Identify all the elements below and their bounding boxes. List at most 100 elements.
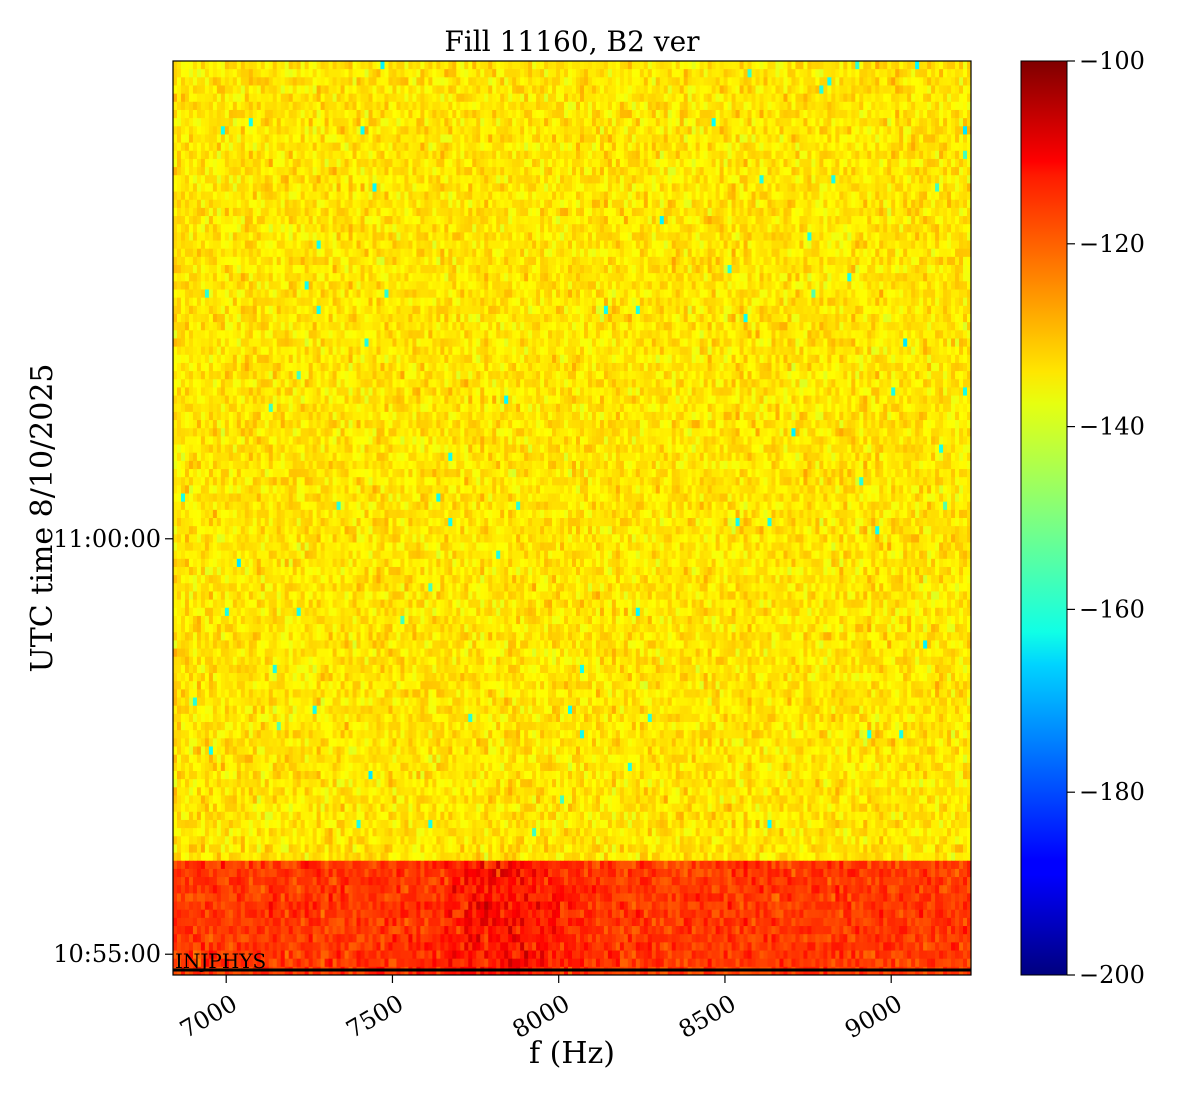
- heatmap-cell: [436, 248, 441, 258]
- heatmap-cell: [440, 134, 445, 144]
- heatmap-cell: [348, 256, 354, 266]
- heatmap-cell: [292, 134, 298, 144]
- heatmap-cell: [400, 175, 406, 185]
- heatmap-cell: [276, 77, 282, 87]
- heatmap-cell: [763, 118, 769, 127]
- heatmap-cell: [388, 199, 394, 209]
- heatmap-cell: [308, 167, 314, 176]
- heatmap-cell: [220, 224, 226, 233]
- heatmap-cell: [591, 167, 597, 176]
- heatmap-cell: [663, 240, 669, 250]
- heatmap-cell: [500, 93, 505, 103]
- heatmap-cell: [420, 224, 425, 233]
- heatmap-cell: [839, 175, 844, 185]
- heatmap-cell: [695, 191, 701, 201]
- heatmap-cell: [779, 232, 785, 242]
- heatmap-cell: [268, 224, 274, 233]
- heatmap-cell: [280, 126, 286, 136]
- heatmap-cell: [224, 248, 230, 258]
- heatmap-cell: [919, 150, 924, 160]
- heatmap-cell: [204, 191, 210, 201]
- heatmap-cell: [528, 199, 533, 209]
- heatmap-cell: [807, 256, 812, 266]
- heatmap-cell: [252, 240, 258, 250]
- heatmap-cell: [488, 142, 493, 152]
- heatmap-cell: [560, 118, 565, 127]
- heatmap-cell: [899, 85, 904, 95]
- heatmap-cell: [807, 134, 812, 144]
- heatmap-cell: [711, 142, 717, 152]
- heatmap-cell: [320, 126, 326, 136]
- heatmap-cell: [268, 256, 274, 266]
- heatmap-cell: [248, 256, 254, 266]
- heatmap-cell: [456, 85, 461, 95]
- heatmap-cell: [915, 134, 920, 144]
- heatmap-cell: [424, 232, 429, 242]
- heatmap-cell: [647, 69, 653, 78]
- heatmap-cell: [839, 199, 844, 209]
- heatmap-cell: [296, 224, 302, 233]
- heatmap-cell: [735, 175, 741, 185]
- heatmap-cell: [372, 93, 378, 103]
- heatmap-cell: [819, 134, 824, 144]
- heatmap-cell: [727, 256, 733, 266]
- heatmap-cell: [528, 191, 533, 201]
- heatmap-cell: [599, 142, 605, 152]
- heatmap-cell: [935, 85, 940, 95]
- heatmap-cell: [667, 158, 673, 168]
- heatmap-cell: [224, 175, 230, 185]
- heatmap-cell: [344, 85, 350, 95]
- heatmap-cell: [516, 216, 521, 225]
- heatmap-cell: [939, 142, 944, 152]
- heatmap-cell: [504, 167, 509, 176]
- heatmap-cell: [524, 232, 529, 242]
- heatmap-cell: [903, 248, 908, 258]
- heatmap-cell: [324, 199, 330, 209]
- heatmap-cell: [368, 61, 374, 70]
- heatmap-cell: [667, 167, 673, 176]
- heatmap-cell: [943, 240, 948, 250]
- heatmap-cell: [815, 248, 820, 258]
- heatmap-cell: [256, 150, 262, 160]
- heatmap-cell: [460, 126, 465, 136]
- heatmap-cell: [276, 240, 282, 250]
- heatmap-cell: [843, 207, 848, 217]
- heatmap-cell: [380, 248, 386, 258]
- heatmap-cell: [687, 167, 693, 176]
- heatmap-cell: [763, 199, 769, 209]
- heatmap-cell: [328, 101, 334, 111]
- heatmap-cell: [448, 101, 453, 111]
- heatmap-cell: [192, 167, 198, 176]
- heatmap-cell: [639, 69, 645, 78]
- heatmap-cell: [184, 158, 190, 168]
- heatmap-cell: [839, 93, 844, 103]
- heatmap-cell: [564, 199, 569, 209]
- heatmap-cell: [595, 240, 601, 250]
- heatmap-cell: [392, 93, 398, 103]
- heatmap-cell: [208, 167, 214, 176]
- heatmap-cell: [695, 232, 701, 242]
- heatmap-cell: [452, 150, 457, 160]
- heatmap-cell: [372, 158, 378, 168]
- heatmap-cell: [803, 118, 809, 127]
- heatmap-cell: [755, 69, 761, 78]
- heatmap-cell: [963, 134, 968, 144]
- heatmap-cell: [863, 224, 868, 233]
- heatmap-cell: [707, 101, 713, 111]
- heatmap-cell: [783, 118, 789, 127]
- heatmap-cell: [488, 224, 493, 233]
- heatmap-cell: [719, 93, 725, 103]
- heatmap-cell: [432, 256, 437, 266]
- heatmap-cell: [639, 240, 645, 250]
- heatmap-cell: [955, 61, 960, 70]
- heatmap-cell: [264, 142, 270, 152]
- heatmap-cell: [268, 61, 274, 70]
- heatmap-cell: [615, 248, 621, 258]
- heatmap-cell: [472, 158, 477, 168]
- heatmap-cell: [440, 199, 445, 209]
- heatmap-cell: [607, 199, 613, 209]
- heatmap-cell: [819, 216, 824, 225]
- heatmap-cell: [687, 216, 693, 225]
- heatmap-cell: [236, 216, 242, 225]
- heatmap-cell: [587, 248, 593, 258]
